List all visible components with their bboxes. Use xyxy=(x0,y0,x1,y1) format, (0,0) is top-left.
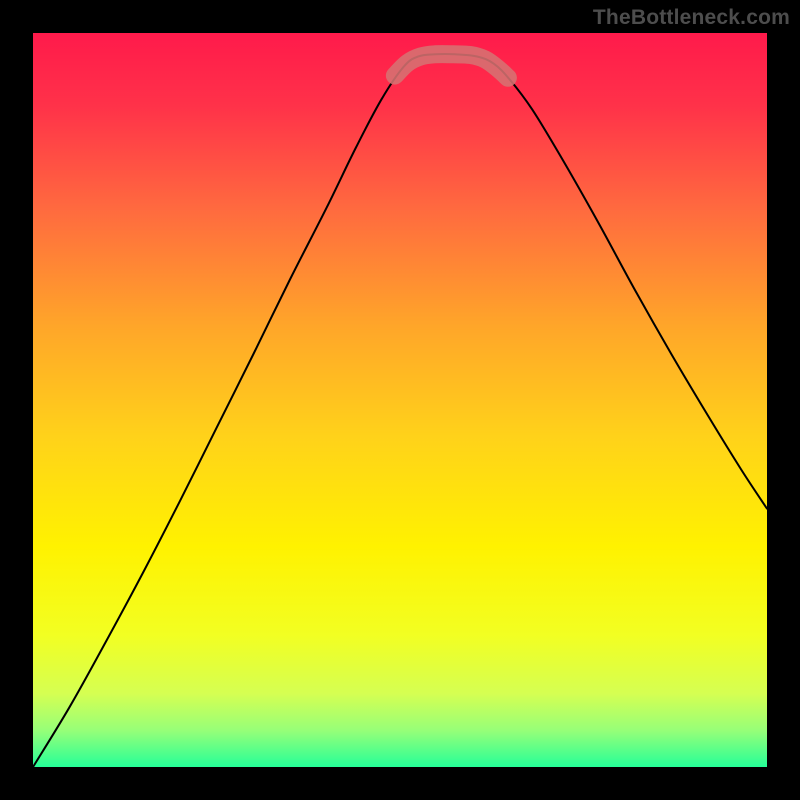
chart-svg xyxy=(33,33,767,767)
bottleneck-curve xyxy=(33,54,767,767)
plot-area xyxy=(33,33,767,767)
watermark-label: TheBottleneck.com xyxy=(593,6,790,30)
valley-highlight xyxy=(395,54,508,78)
